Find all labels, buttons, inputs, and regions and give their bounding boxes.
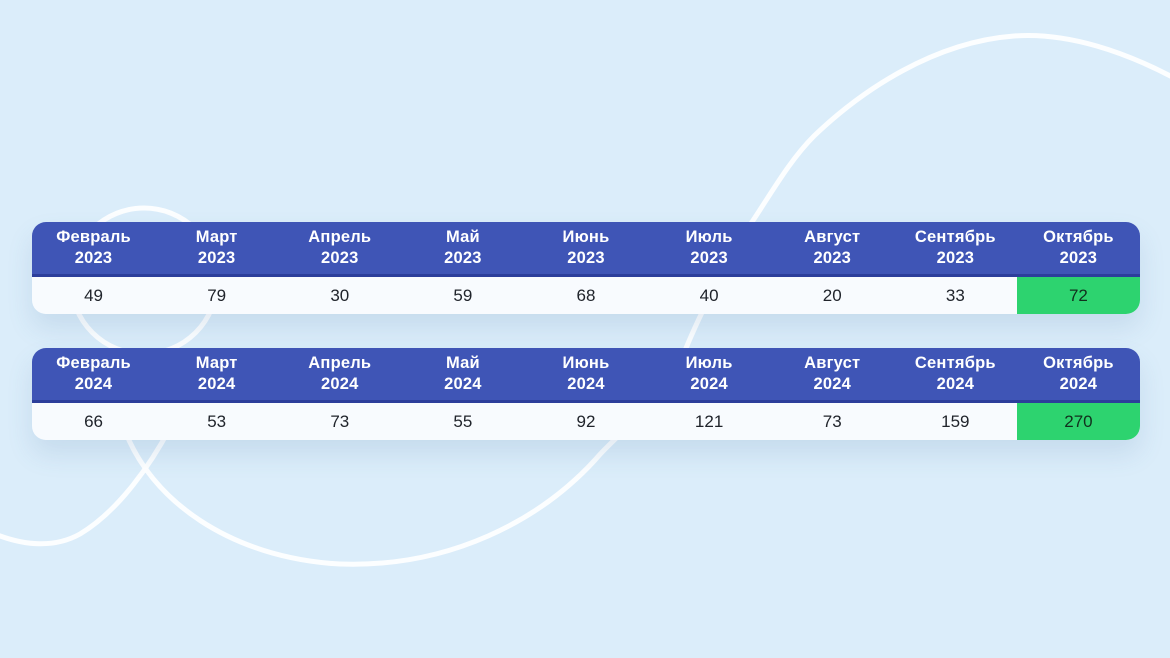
month-label: Июнь: [562, 227, 610, 246]
table-2024-header-row: Февраль 2024 Март 2024 Апрель 2024 Май 2024 Июнь…: [32, 348, 1140, 403]
year-label: 2023: [321, 249, 359, 267]
month-label: Октябрь: [1043, 227, 1114, 246]
value-cell: 30: [330, 285, 350, 305]
year-label: 2024: [444, 375, 482, 393]
year-label: 2023: [690, 249, 728, 267]
year-label: 2024: [936, 375, 975, 393]
year-label: 2024: [74, 375, 113, 393]
header-cell: Май 2023: [401, 227, 524, 269]
year-label: 2024: [197, 375, 236, 393]
month-label: Сентябрь: [914, 353, 996, 372]
month-label: Август: [804, 353, 861, 372]
value-cell: 20: [822, 285, 842, 305]
header-cell: Сентябрь 2024: [894, 353, 1017, 395]
value-cell: 68: [576, 285, 596, 305]
month-label: Май: [445, 353, 480, 372]
value-cell: 53: [207, 411, 227, 431]
month-label: Апрель: [308, 353, 372, 372]
header-cell: Апрель 2023: [278, 227, 401, 269]
year-label: 2023: [813, 249, 851, 267]
year-label: 2023: [1059, 249, 1098, 267]
header-cell: Апрель 2024: [278, 353, 401, 395]
month-label: Апрель: [308, 227, 372, 246]
year-label: 2023: [567, 249, 605, 267]
month-label: Март: [195, 227, 238, 246]
year-label: 2023: [444, 249, 482, 267]
header-cell: Март 2024: [155, 353, 278, 395]
header-cell: Июнь 2023: [524, 227, 647, 269]
header-cell: Июль 2023: [648, 227, 771, 269]
month-label: Июль: [685, 227, 733, 246]
month-label: Июль: [685, 353, 733, 372]
value-cell: 92: [576, 411, 596, 431]
value-cell: 73: [330, 411, 350, 431]
value-cell: 33: [945, 285, 965, 305]
header-cell: Октябрь 2023: [1017, 227, 1140, 269]
value-cell: 49: [84, 285, 104, 305]
table-2023-value-row: 49 79 30 59 68 40 20 33 72: [32, 277, 1140, 314]
value-cell: 59: [453, 285, 473, 305]
header-cell: Сентябрь 2023: [894, 227, 1017, 269]
value-cell: 79: [207, 285, 227, 305]
value-cell: 73: [822, 411, 842, 431]
month-label: Август: [804, 227, 861, 246]
month-label: Февраль: [56, 353, 131, 372]
year-label: 2024: [567, 375, 605, 393]
month-label: Сентябрь: [914, 227, 996, 246]
year-label: 2024: [321, 375, 359, 393]
year-label: 2024: [690, 375, 728, 393]
table-2023: Февраль 2023 Март 2023 Апрель 2023 Май 2023 Июнь…: [32, 222, 1140, 314]
table-2024-value-row: 66 53 73 55 92 121 73 159 270: [32, 403, 1140, 440]
u-arc-decoration: [121, 425, 629, 567]
header-cell: Февраль 2024: [32, 353, 155, 395]
header-cell: Август 2023: [771, 227, 894, 269]
header-cell: Июнь 2024: [524, 353, 647, 395]
year-label: 2023: [74, 249, 113, 267]
year-label: 2023: [197, 249, 236, 267]
header-cell: Август 2024: [771, 353, 894, 395]
month-label: Февраль: [56, 227, 131, 246]
header-cell: Июль 2024: [648, 353, 771, 395]
table-2023-header-row: Февраль 2023 Март 2023 Апрель 2023 Май 2023 Июнь…: [32, 222, 1140, 277]
year-label: 2024: [813, 375, 851, 393]
month-label: Октябрь: [1043, 353, 1114, 372]
year-label: 2023: [936, 249, 975, 267]
value-cell-highlighted: 72: [1016, 277, 1140, 314]
value-cell: 55: [453, 411, 473, 431]
month-label: Май: [445, 227, 480, 246]
dip-arc-decoration: [0, 425, 173, 547]
year-label: 2024: [1059, 375, 1098, 393]
header-cell: Март 2023: [155, 227, 278, 269]
header-cell: Октябрь 2024: [1017, 353, 1140, 395]
header-cell: Май 2024: [401, 353, 524, 395]
month-label: Март: [195, 353, 238, 372]
value-cell-highlighted: 270: [1016, 403, 1140, 440]
value-cell: 40: [699, 285, 719, 305]
value-cell: 121: [694, 411, 724, 431]
month-label: Июнь: [562, 353, 610, 372]
table-2024: Февраль 2024 Март 2024 Апрель 2024 Май 2024 Июнь…: [32, 348, 1140, 440]
header-cell: Февраль 2023: [32, 227, 155, 269]
value-cell: 159: [941, 411, 970, 431]
value-cell: 66: [84, 411, 104, 431]
